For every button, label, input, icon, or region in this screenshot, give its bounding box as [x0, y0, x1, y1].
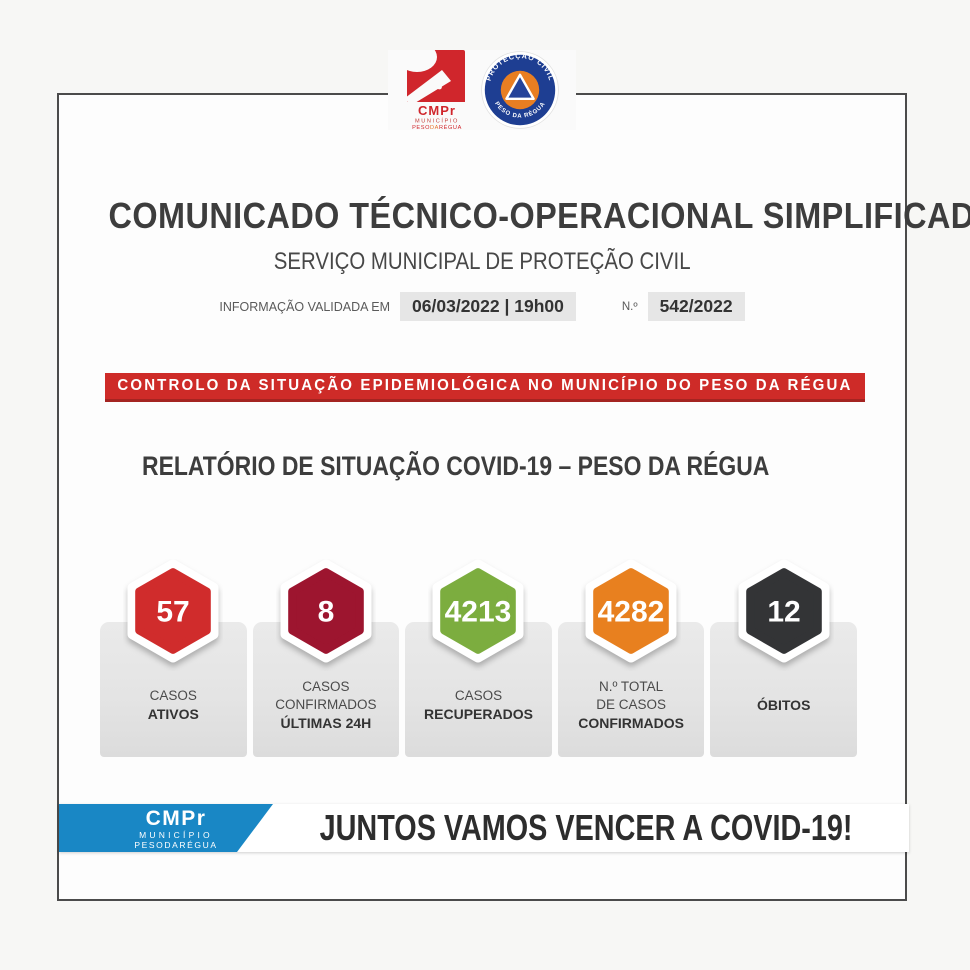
- stat-card-recuperados: CASOS RECUPERADOS 4213: [405, 559, 552, 757]
- validated-datetime: 06/03/2022 | 19h00: [400, 292, 576, 321]
- stat-label-bold: ÚLTIMAS 24H: [280, 715, 372, 732]
- stat-card-total-confirmados: N.º TOTAL DE CASOS CONFIRMADOS 4282: [557, 559, 705, 757]
- stat-label-bold: ÓBITOS: [756, 697, 811, 714]
- report-number-label: N.º: [621, 300, 638, 313]
- stat-label: DE CASOS: [596, 697, 666, 713]
- stat-label: CONFIRMADOS: [275, 697, 377, 713]
- report-title: RELATÓRIO DE SITUAÇÃO COVID-19 – PESO DA…: [142, 451, 770, 481]
- report-number-value: 542/2022: [647, 292, 745, 321]
- protecao-civil-logo: PROTECÇÃO CIVIL PESO DA RÉGUA: [481, 51, 559, 129]
- cmpr-footer-municipio: MUNICÍPIO: [139, 830, 213, 840]
- hexagon-icon: 4282: [585, 559, 677, 663]
- stats-row: CASOS ATIVOS 57 CASOS CONFIRMADOS: [100, 559, 857, 757]
- epidemic-control-banner: CONTROLO DA SITUAÇÃO EPIDEMIOLÓGICA NO M…: [105, 373, 865, 402]
- epidemic-control-banner-text: CONTROLO DA SITUAÇÃO EPIDEMIOLÓGICA NO M…: [117, 377, 853, 394]
- footer-blue-ribbon: CMPr MUNICÍPIO PESODARÉGUA: [59, 804, 273, 852]
- stat-card-obitos: ÓBITOS 12: [710, 559, 857, 757]
- hexagon-icon: 57: [127, 559, 219, 663]
- stat-label-bold: CONFIRMADOS: [578, 715, 684, 732]
- footer-banner: CMPr MUNICÍPIO PESODARÉGUA JUNTOS VAMOS …: [59, 804, 909, 852]
- stat-value: 57: [157, 596, 190, 629]
- cmpr-brand-text: CMPr: [418, 103, 456, 118]
- stat-label: CASOS: [454, 688, 503, 703]
- page-title: COMUNICADO TÉCNICO-OPERACIONAL SIMPLIFIC…: [108, 195, 970, 236]
- report-card: CMPr MUNICÍPIO PESODARÉGUA PROTECÇÃO C: [57, 50, 970, 901]
- svg-text:PESODARÉGUA: PESODARÉGUA: [412, 124, 462, 130]
- hexagon-icon: 12: [738, 559, 830, 663]
- stat-label: CASOS: [302, 678, 350, 694]
- stat-label: N.º TOTAL: [598, 678, 664, 694]
- cmpr-footer-logo: CMPr MUNICÍPIO PESODARÉGUA: [111, 808, 241, 851]
- validation-info-row: INFORMAÇÃO VALIDADA EM 06/03/2022 | 19h0…: [59, 292, 905, 321]
- stat-card-confirmados-24h: CASOS CONFIRMADOS ÚLTIMAS 24H 8: [252, 559, 400, 757]
- validated-label: INFORMAÇÃO VALIDADA EM: [219, 299, 391, 314]
- page-subtitle: SERVIÇO MUNICIPAL DE PROTEÇÃO CIVIL: [273, 248, 691, 275]
- stat-label-bold: ATIVOS: [147, 706, 199, 723]
- stat-value: 4213: [445, 596, 512, 629]
- stat-value: 12: [767, 596, 800, 629]
- cmpr-footer-brand: CMPr: [145, 807, 207, 830]
- hexagon-icon: 4213: [432, 559, 524, 663]
- cmpr-municipality-logo: CMPr MUNICÍPIO PESODARÉGUA: [404, 50, 465, 130]
- hexagon-icon: 8: [280, 559, 372, 663]
- stat-value: 4282: [598, 596, 665, 629]
- cmpr-municipio-text: MUNICÍPIO: [415, 118, 459, 125]
- stat-label-bold: RECUPERADOS: [424, 706, 533, 723]
- cmpr-footer-town: PESODARÉGUA: [134, 839, 218, 850]
- stat-label: CASOS: [149, 688, 197, 703]
- stat-value: 8: [318, 596, 335, 629]
- motto: JUNTOS VAMOS VENCER A COVID-19!: [319, 807, 853, 848]
- stat-card-casos-ativos: CASOS ATIVOS 57: [100, 559, 247, 757]
- logo-row: CMPr MUNICÍPIO PESODARÉGUA PROTECÇÃO C: [388, 50, 576, 130]
